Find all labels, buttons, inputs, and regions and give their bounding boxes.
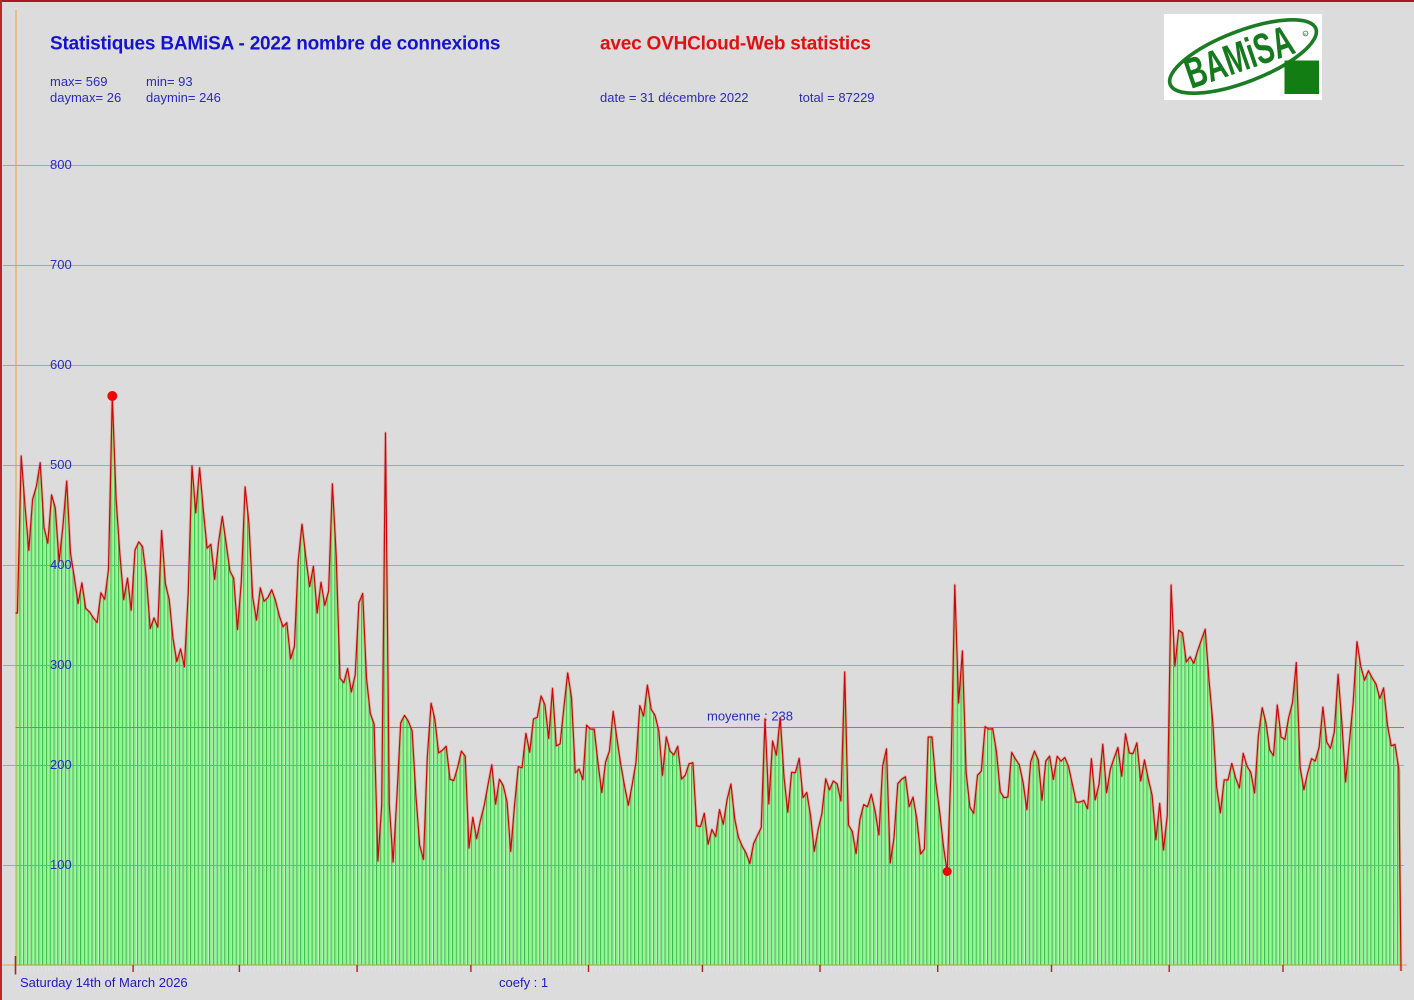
svg-text:500: 500 [50,457,72,472]
svg-text:700: 700 [50,257,72,272]
svg-text:total = 87229: total = 87229 [799,90,875,105]
svg-text:R: R [1304,32,1307,36]
svg-text:200: 200 [50,757,72,772]
svg-text:Statistiques BAMiSA - 2022 nom: Statistiques BAMiSA - 2022 nombre de con… [50,34,500,55]
svg-text:800: 800 [50,157,72,172]
svg-text:Saturday 14th of March 2026: Saturday 14th of March 2026 [20,975,188,990]
svg-text:max= 569: max= 569 [50,74,107,89]
svg-text:date = 31 décembre 2022: date = 31 décembre 2022 [600,90,749,105]
svg-text:100: 100 [50,857,72,872]
svg-text:daymin= 246: daymin= 246 [146,90,221,105]
svg-text:avec OVHCloud-Web statistics: avec OVHCloud-Web statistics [600,34,871,55]
svg-text:coefy : 1: coefy : 1 [499,975,548,990]
svg-text:min= 93: min= 93 [146,74,193,89]
svg-text:400: 400 [50,557,72,572]
svg-text:daymax= 26: daymax= 26 [50,90,121,105]
svg-text:300: 300 [50,657,72,672]
svg-text:moyenne : 238: moyenne : 238 [707,709,793,724]
svg-text:600: 600 [50,357,72,372]
